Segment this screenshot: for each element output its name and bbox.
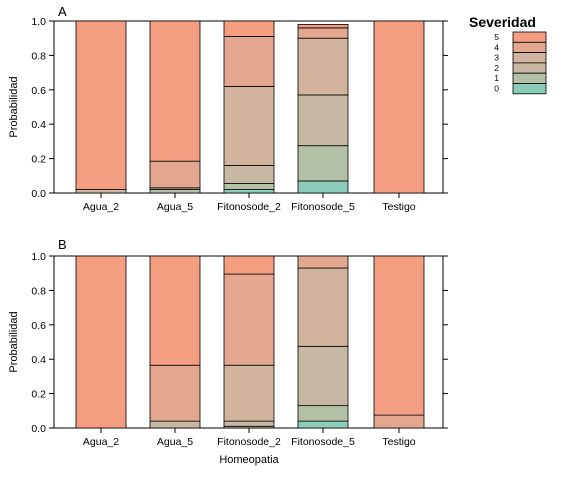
panel-a-bar-fitonosode_2-level-5 — [223, 20, 275, 37]
legend-label-5: 5 — [494, 32, 499, 42]
panel-b-bar-fitonosode_2-level-5 — [223, 255, 275, 275]
panel-a-x-tick-label-2: Fitonosode_2 — [217, 201, 281, 213]
panel-a-x-tick-label-1: Agua_5 — [157, 201, 193, 213]
panel-a-bar-fitonosode_2-level-4 — [223, 36, 275, 87]
panel-b-x-tick-label-1: Agua_5 — [157, 436, 193, 448]
legend-label-0: 0 — [494, 84, 499, 94]
panel-a-bar-agua_5-level-5 — [149, 20, 201, 162]
panel-b-x-axis-title: Homeopatia — [219, 454, 279, 466]
panel-a-bar-fitonosode_2-level-2 — [223, 165, 275, 184]
panel-a-y-tick-label-5: 1.0 — [31, 16, 46, 28]
panel-b-bars — [75, 255, 425, 429]
panel-b-x-tick-label-2: Fitonosode_2 — [217, 436, 281, 448]
panel-a-y-tick-label-0: 0.0 — [31, 188, 46, 200]
legend-swatch-5 — [512, 31, 547, 43]
panel-a-bar-fitonosode_5-level-5 — [297, 24, 349, 29]
panel-a-bar-fitonosode_5-level-3 — [297, 37, 349, 96]
panel-a-bar-agua_2-level-2 — [75, 189, 127, 194]
panel-b-y-tick-label-2: 0.4 — [31, 354, 46, 366]
panel-a-y-axis-title: Probabilidad — [8, 76, 20, 137]
panel-a-y-tick-label-1: 0.2 — [31, 154, 46, 166]
panel-b-bar-testigo-level-4 — [373, 414, 425, 429]
panel-b-bar-agua_2-level-5 — [75, 255, 127, 429]
panel-b-y-tick-label-0: 0.0 — [31, 423, 46, 435]
panel-b-bar-fitonosode_2-level-2 — [223, 420, 275, 427]
panel-a-bar-fitonosode_5-level-4 — [297, 27, 349, 39]
panel-a-bar-agua_5-level-4 — [149, 160, 201, 189]
panel-b-x-tick-label-3: Fitonosode_5 — [291, 436, 355, 448]
panel-b-bar-agua_5-level-5 — [149, 255, 201, 366]
panel-b-x-axis: Agua_2 Agua_5 Fitonosode_2 Fitonosode_5 Test… — [83, 428, 416, 448]
panel-b-x-tick-label-4: Testigo — [382, 436, 415, 448]
legend-swatch-0 — [512, 83, 547, 95]
legend-swatch-1 — [512, 72, 547, 84]
panel-a-bar-fitonosode_2-level-3 — [223, 85, 275, 166]
legend-swatch-2 — [512, 62, 547, 74]
legend-label-4: 4 — [494, 42, 499, 52]
panel-b-bar-fitonosode_5-level-3 — [297, 267, 349, 347]
panel-a-bars — [75, 20, 425, 194]
panel-b-bar-agua_5-level-4 — [149, 364, 201, 422]
panel-a-y-tick-label-2: 0.4 — [31, 119, 46, 131]
panel-b-y-tick-label-4: 0.8 — [31, 285, 46, 297]
panel-b-y-axis: 0.0 0.2 0.4 0.6 0.8 1.0 — [31, 251, 448, 435]
panel-a-bar-fitonosode_5-level-0 — [297, 180, 349, 194]
panel-b-x-tick-label-0: Agua_2 — [83, 436, 119, 448]
panel-b-y-tick-label-1: 0.2 — [31, 389, 46, 401]
legend-label-3: 3 — [494, 53, 499, 63]
panel-a-bar-fitonosode_2-level-1 — [223, 183, 275, 190]
panel-a-x-tick-label-3: Fitonosode_5 — [291, 201, 355, 213]
panel-b-bar-agua_5-level-2 — [149, 420, 201, 429]
panel-a-x-tick-label-0: Agua_2 — [83, 201, 119, 213]
panel-a-y-tick-label-3: 0.6 — [31, 85, 46, 97]
panel-b-y-axis-title: Probabilidad — [8, 311, 20, 372]
panel-b-bar-fitonosode_5-level-4 — [297, 255, 349, 269]
panel-b-label: B — [58, 237, 67, 252]
panel-b-bar-testigo-level-5 — [373, 255, 425, 416]
legend-swatch-4 — [512, 41, 547, 53]
panel-a-bar-fitonosode_5-level-1 — [297, 145, 349, 182]
panel-b-bar-fitonosode_5-level-2 — [297, 345, 349, 407]
panel-b-bar-fitonosode_2-level-3 — [223, 364, 275, 422]
panel-a-bar-agua_5-level-1 — [149, 189, 201, 194]
panel-a: A Probabilidad 0.0 0.2 0.4 0.6 0.8 1.0 Agua_2… — [8, 4, 448, 213]
panel-b-bar-fitonosode_2-level-4 — [223, 273, 275, 366]
legend-swatch-3 — [512, 52, 547, 64]
panel-b-y-tick-label-3: 0.6 — [31, 320, 46, 332]
panel-a-bar-fitonosode_2-level-0 — [223, 189, 275, 194]
panel-a-bar-testigo-level-5 — [373, 20, 425, 194]
legend-label-1: 1 — [494, 73, 499, 83]
panel-a-y-axis: 0.0 0.2 0.4 0.6 0.8 1.0 — [31, 16, 448, 200]
panel-b-bar-fitonosode_5-level-1 — [297, 405, 349, 422]
panel-b-bar-fitonosode_5-level-0 — [297, 420, 349, 429]
panel-a-x-axis: Agua_2 Agua_5 Fitonosode_2 Fitonosode_5 Test… — [83, 193, 416, 213]
panel-a-y-tick-label-4: 0.8 — [31, 50, 46, 62]
panel-a-bar-agua_2-level-5 — [75, 20, 127, 190]
panel-b: B Probabilidad Homeopatia 0.00.20.40.60.… — [8, 237, 448, 466]
panel-b-y-tick-label-5: 1.0 — [31, 251, 46, 263]
panel-a-label: A — [58, 4, 67, 19]
panel-a-bar-fitonosode_5-level-2 — [297, 94, 349, 147]
panel-a-x-tick-label-4: Testigo — [382, 201, 415, 213]
legend-label-2: 2 — [494, 63, 499, 73]
legend-title: Severidad — [469, 14, 536, 30]
